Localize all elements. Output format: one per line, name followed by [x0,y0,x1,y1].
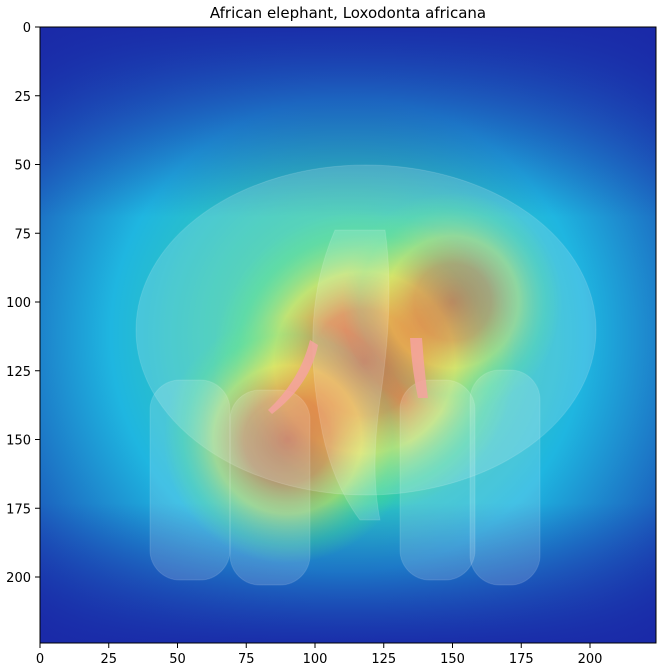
x-tick-label: 200 [578,652,603,667]
x-tick-label: 50 [169,652,186,667]
x-axis: 0 25 50 75 100 125 150 175 200 [36,643,603,667]
hotspot-group [163,192,563,564]
y-tick-label: 100 [6,296,31,311]
y-tick-label: 75 [14,227,31,242]
x-tick-label: 175 [509,652,534,667]
y-tick-label: 175 [6,502,31,517]
y-tick-label: 200 [6,571,31,586]
chart-title: African elephant, Loxodonta africana [210,4,486,22]
x-tick-label: 25 [100,652,117,667]
y-tick-label: 50 [14,159,31,174]
hotspot-tertiary [342,192,563,412]
heatmap-image [40,27,656,643]
x-tick-label: 0 [36,652,44,667]
y-tick-label: 125 [6,365,31,380]
elephant-silhouette [135,164,597,586]
x-tick-label: 125 [371,652,396,667]
x-tick-label: 100 [303,652,328,667]
heatmap-top-band [40,27,656,217]
hotspot-secondary [163,315,412,564]
y-tick-label: 25 [14,90,31,105]
x-tick-label: 150 [440,652,465,667]
y-tick-label: 150 [6,434,31,449]
plot-frame [39,26,657,644]
x-tick-label: 75 [238,652,255,667]
y-axis: 0 25 50 75 100 125 150 175 200 [6,21,40,586]
tusks [268,338,428,414]
y-tick-label: 0 [23,21,31,36]
